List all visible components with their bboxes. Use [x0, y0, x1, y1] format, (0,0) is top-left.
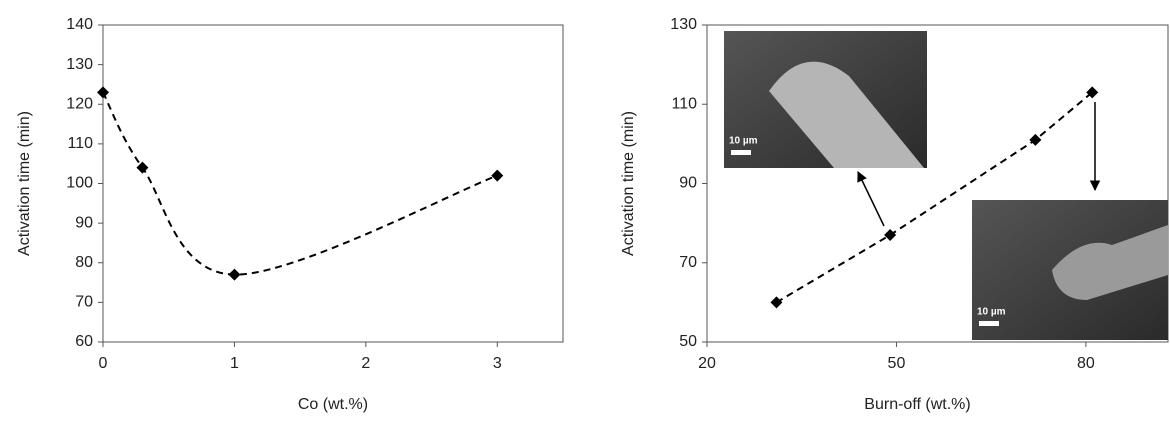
scale-bar	[979, 321, 999, 326]
y-tick-label: 80	[75, 254, 93, 271]
trend-line	[775, 91, 1093, 304]
marker	[1029, 133, 1042, 146]
x-tick-label: 3	[493, 355, 502, 372]
marker	[884, 229, 897, 242]
y-axis-title: Activation time (min)	[620, 111, 637, 256]
y-tick-label: 130	[66, 56, 93, 73]
fiber	[769, 61, 924, 168]
x-tick-label: 80	[1077, 355, 1095, 372]
y-tick-label: 90	[679, 175, 697, 192]
x-tick-label: 1	[230, 355, 239, 372]
marker	[228, 268, 241, 281]
x-tick-label: 20	[698, 355, 716, 372]
y-tick-label: 100	[66, 175, 93, 192]
x-axis-title: Burn-off (wt.%)	[864, 396, 970, 413]
y-tick-label: 130	[670, 16, 697, 33]
marker	[770, 296, 783, 309]
x-tick-label: 0	[99, 355, 108, 372]
y-tick-label: 70	[679, 254, 697, 271]
plot-frame	[102, 24, 564, 343]
y-tick-label: 50	[679, 333, 697, 350]
marker	[97, 86, 109, 99]
y-axis-title: Activation time (min)	[16, 111, 33, 256]
marker	[136, 161, 149, 174]
y-tick-label: 110	[671, 95, 697, 112]
x-tick-label: 2	[361, 355, 370, 372]
marker	[491, 169, 504, 182]
scale-bar	[731, 150, 751, 155]
marker	[1086, 86, 1099, 99]
y-tick-label: 90	[75, 214, 93, 231]
y-tick-label: 110	[67, 135, 93, 152]
scale-label: 10 µm	[977, 307, 1006, 318]
x-axis-title: Co (wt.%)	[298, 396, 368, 413]
x-tick-label: 50	[888, 355, 906, 372]
y-tick-label: 60	[75, 333, 93, 350]
y-tick-label: 140	[66, 16, 93, 33]
scale-label: 10 µm	[729, 136, 758, 147]
trend-line	[102, 91, 498, 276]
arrow	[857, 171, 885, 227]
fiber	[1052, 225, 1168, 300]
y-tick-label: 120	[66, 95, 93, 112]
y-tick-label: 70	[75, 294, 93, 311]
